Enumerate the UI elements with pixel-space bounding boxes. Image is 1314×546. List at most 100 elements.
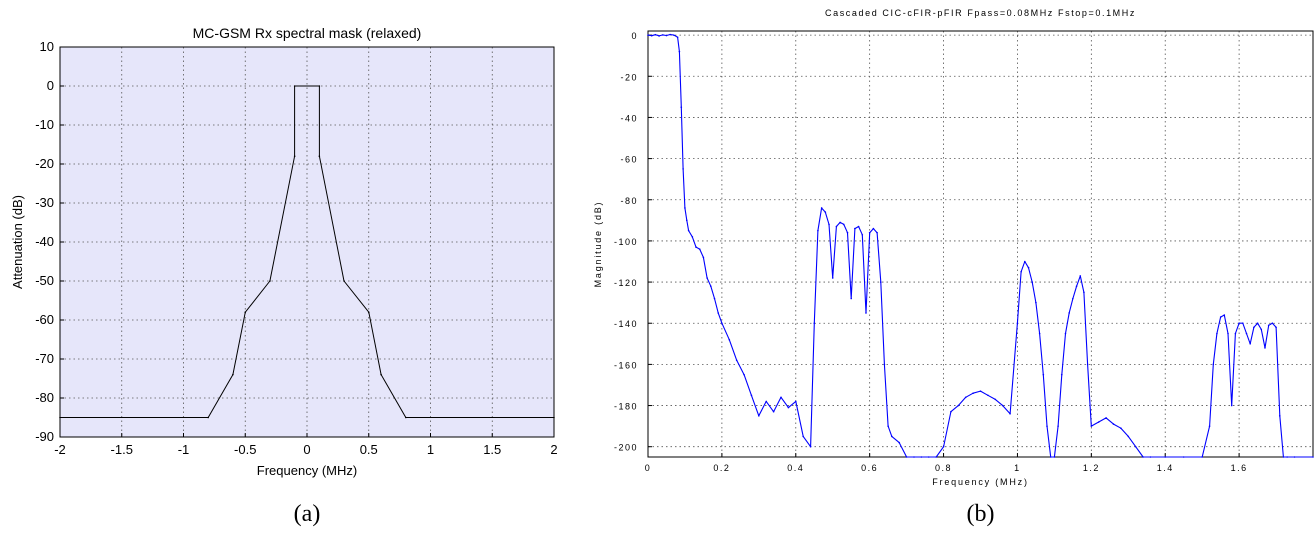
- series-line: [60, 85, 554, 418]
- data-point: [891, 435, 893, 438]
- x-tick-label: 1.2: [1083, 463, 1100, 473]
- data-point: [1031, 281, 1034, 283]
- data-point: [879, 281, 882, 283]
- data-point: [883, 363, 886, 366]
- chart-b: 0 0.2 0.4 0.6 0.8 1 1.2 1.4 1.6 0 -20 -40 -60 -80 -100…: [593, 8, 1314, 527]
- data-point: [728, 338, 731, 341]
- data-point: [1064, 332, 1067, 335]
- chart-a-ticks: -2 -1.5 -1 -0.5 0 0.5 1 1.5 2 10 0 -10 -20 -30 -40 -50 -…: [35, 39, 557, 457]
- data-point: [1260, 328, 1263, 331]
- data-point: [1057, 425, 1059, 427]
- data-point: [1142, 456, 1144, 458]
- data-point: [743, 373, 745, 376]
- data-point: [1219, 316, 1222, 318]
- data-point: [817, 229, 819, 232]
- data-point: [717, 312, 719, 314]
- data-point: [1312, 456, 1314, 458]
- y-tick-label: 10: [40, 39, 54, 54]
- chart-a: -2 -1.5 -1 -0.5 0 0.5 1 1.5 2 10 0 -10 -20 -30 -40 -50 -…: [10, 25, 558, 527]
- x-tick-label: -1: [178, 442, 190, 457]
- data-point: [698, 248, 701, 250]
- chart-b-ticks: 0 0.2 0.4 0.6 0.8 1 1.2 1.4 1.6 0 -20 -40 -60 -80 -100…: [614, 31, 1248, 473]
- chart-b-title: Cascaded CIC-cFIR-pFIR Fpass=0.08MHz Fst…: [825, 8, 1136, 18]
- data-point: [293, 155, 296, 157]
- y-tick-label: 0: [47, 78, 54, 93]
- data-point: [1042, 373, 1045, 376]
- x-tick-label: -2: [54, 442, 66, 457]
- y-tick-label: -80: [35, 390, 54, 405]
- data-point: [927, 456, 930, 458]
- y-tick-label: -200: [614, 443, 638, 453]
- data-point: [687, 229, 690, 232]
- chart-b-series: [647, 33, 1314, 458]
- x-tick-label: 1.4: [1157, 463, 1174, 473]
- y-tick-label: -60: [35, 312, 54, 327]
- data-point: [1164, 456, 1167, 458]
- data-point: [1230, 404, 1233, 407]
- x-tick-label: 1: [1014, 463, 1021, 473]
- x-tick-label: -1.5: [111, 442, 133, 457]
- data-point: [813, 322, 816, 325]
- data-point: [1245, 332, 1248, 335]
- data-point: [1278, 415, 1281, 417]
- data-point: [1105, 417, 1107, 419]
- data-point: [913, 456, 915, 458]
- data-point: [802, 435, 804, 438]
- data-point: [1249, 343, 1251, 345]
- data-point: [207, 416, 209, 419]
- data-point: [857, 225, 860, 228]
- data-point: [809, 445, 812, 448]
- y-tick-label: -90: [35, 429, 54, 444]
- data-point: [1001, 404, 1004, 407]
- data-point: [979, 390, 982, 392]
- data-point: [787, 406, 790, 409]
- y-tick-label: -40: [620, 113, 638, 123]
- x-tick-label: 0.4: [787, 463, 804, 473]
- data-point: [654, 33, 657, 36]
- data-point: [691, 235, 694, 238]
- data-point: [1223, 314, 1226, 316]
- chart-a-y-axis-label: Attenuation (dB): [10, 195, 25, 289]
- data-point: [887, 425, 889, 427]
- data-point: [1234, 332, 1237, 335]
- data-point: [735, 359, 738, 362]
- chart-b-caption: (b): [967, 501, 995, 527]
- y-tick-label: -60: [620, 155, 638, 165]
- data-point: [1120, 427, 1122, 429]
- data-point: [695, 246, 697, 248]
- chart-a-x-axis-label: Frequency (MHz): [257, 463, 357, 478]
- y-tick-label: -20: [35, 156, 54, 171]
- chart-a-series: [59, 85, 555, 419]
- data-point: [1035, 301, 1037, 304]
- data-point: [380, 373, 382, 376]
- data-point: [839, 221, 841, 224]
- data-point: [1242, 322, 1244, 325]
- data-point: [676, 36, 679, 38]
- data-point: [987, 394, 989, 397]
- data-point: [669, 33, 671, 36]
- data-point: [865, 312, 867, 314]
- x-tick-label: 0: [645, 463, 652, 473]
- y-tick-label: -180: [614, 402, 638, 412]
- x-tick-label: 1.6: [1231, 463, 1248, 473]
- x-tick-label: 0.8: [935, 463, 952, 473]
- data-point: [957, 404, 960, 407]
- x-tick-label: 0: [303, 442, 310, 457]
- data-point: [1201, 456, 1203, 458]
- data-point: [244, 311, 247, 314]
- data-point: [835, 225, 838, 228]
- data-point: [702, 256, 705, 259]
- data-point: [553, 416, 555, 419]
- data-point: [950, 410, 952, 413]
- y-tick-label: -70: [35, 351, 54, 366]
- data-point: [1256, 322, 1259, 325]
- data-point: [1072, 297, 1074, 300]
- data-point: [920, 456, 923, 458]
- data-point: [682, 168, 684, 170]
- data-point: [706, 277, 708, 279]
- x-tick-label: 2: [550, 442, 557, 457]
- data-point: [1267, 324, 1270, 327]
- y-tick-label: -120: [614, 278, 638, 288]
- data-point: [850, 297, 852, 300]
- data-point: [293, 85, 296, 87]
